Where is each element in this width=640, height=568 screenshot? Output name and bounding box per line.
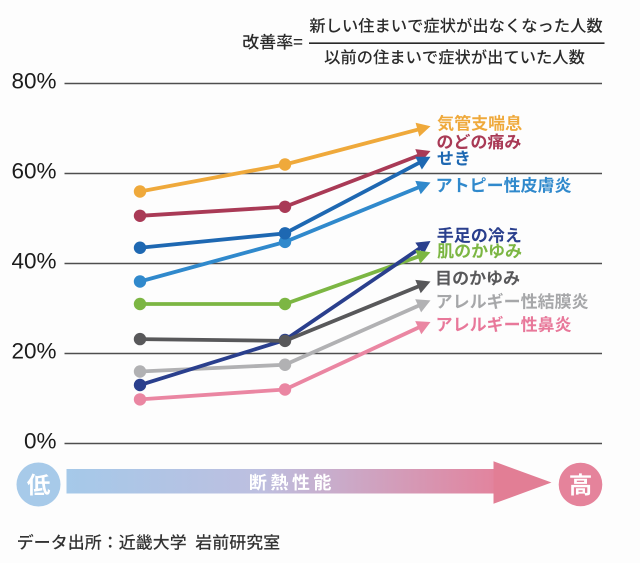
svg-text:20%: 20% [11, 339, 56, 364]
svg-text:40%: 40% [11, 249, 56, 274]
svg-text:80%: 80% [11, 69, 56, 94]
svg-text:60%: 60% [11, 159, 56, 184]
svg-text:0%: 0% [24, 429, 57, 454]
